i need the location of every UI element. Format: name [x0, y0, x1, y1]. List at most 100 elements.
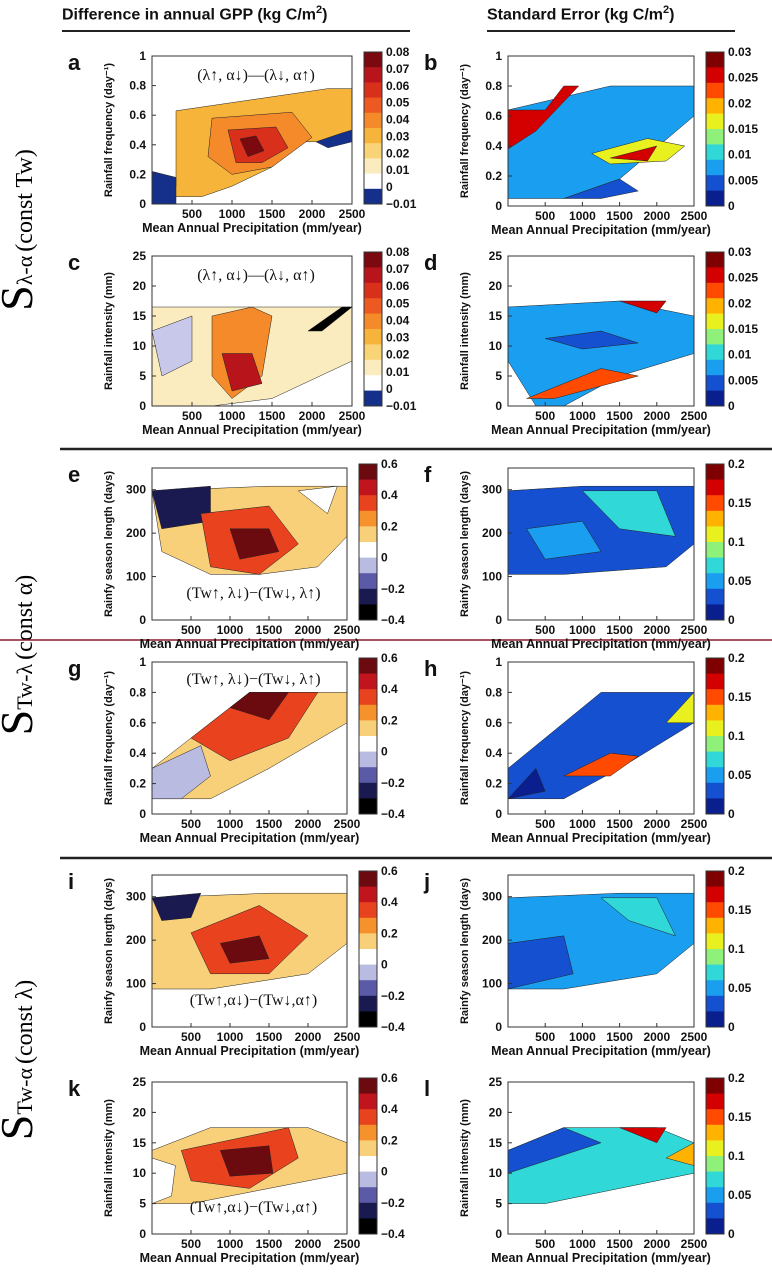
plot-frame-b [507, 55, 695, 207]
xtick-label-b-1: 1000 [569, 209, 596, 223]
panel-h: h 500 1000 1500 2000 2500 0 0.2 0.4 0.6 0.8 1 Mean A… [424, 651, 752, 845]
colorbar-segment-g-6 [359, 751, 377, 768]
colorbar-frame-e [358, 463, 378, 621]
colorbar-segment-l-5 [706, 1156, 724, 1173]
xlabel-d: Mean Annual Precipitation (mm/year) [491, 423, 711, 437]
colorbar-tick-g-0: 0.6 [381, 651, 398, 665]
colorbar-segment-k-3 [359, 1124, 377, 1141]
panel-letter-e: e [68, 462, 80, 487]
panel-letter-h: h [424, 656, 437, 681]
annotation-e: (Tw↑, λ↓)−(Tw↓, λ↑) [186, 585, 320, 602]
colorbar-segment-e-6 [359, 557, 377, 574]
ytick-label-k-3: 15 [133, 1136, 147, 1150]
contour-region-g-3 [229, 692, 289, 721]
ytick-label-k-4: 20 [133, 1105, 147, 1119]
plot-frame-k [151, 1081, 348, 1235]
colorbar-tick-h-3: 0.05 [728, 768, 752, 782]
colorbar-tick-b-1: 0.025 [728, 71, 758, 85]
right-header-sup: 2 [663, 4, 670, 16]
colorbar-tick-h-1: 0.15 [728, 690, 752, 704]
colorbar-segment-l-7 [706, 1187, 724, 1204]
colorbar-segment-c-8 [364, 375, 382, 392]
colorbar-segment-h-6 [706, 751, 724, 768]
panel-f: f 500 1000 1500 2000 2500 0 100 200 300 Mean Annua… [424, 457, 752, 651]
colorbar-segment-j-8 [706, 995, 724, 1012]
xtick-label-k-0: 500 [181, 1237, 201, 1251]
plot-frame-a [151, 55, 353, 205]
colorbar-segment-b-3 [706, 98, 724, 115]
xlabel-h: Mean Annual Precipitation (mm/year) [491, 831, 711, 845]
colorbar-tick-f-1: 0.15 [728, 496, 752, 510]
ytick-label-k-1: 5 [139, 1197, 146, 1211]
ytick-label-h-2: 0.4 [485, 746, 502, 760]
colorbar-tick-i-3: 0 [381, 958, 388, 972]
xtick-label-e-4: 2500 [334, 623, 361, 637]
ytick-label-b-0: 0 [495, 199, 502, 213]
ytick-label-d-0: 0 [495, 399, 502, 413]
colorbar-tick-h-4: 0 [728, 807, 735, 821]
colorbar-tick-b-0: 0.03 [728, 45, 752, 59]
xlabel-l: Mean Annual Precipitation (mm/year) [491, 1251, 711, 1265]
panel-letter-j: j [423, 869, 430, 894]
xtick-label-l-0: 500 [535, 1237, 555, 1251]
colorbar-segment-f-2 [706, 495, 724, 512]
colorbar-segment-e-5 [359, 542, 377, 559]
xtick-label-d-0: 500 [535, 409, 555, 423]
colorbar-tick-a-7: 0.01 [386, 163, 410, 177]
colorbar-segment-i-3 [359, 917, 377, 934]
plot-frame-f [507, 467, 695, 621]
colorbar-tick-a-0: 0.08 [386, 45, 410, 59]
colorbar-segment-d-0 [706, 252, 724, 268]
colorbar-segment-l-9 [706, 1218, 724, 1235]
colorbar-segment-h-1 [706, 673, 724, 690]
xtick-label-d-1: 1000 [569, 409, 596, 423]
colorbar-tick-k-1: 0.4 [381, 1102, 398, 1116]
colorbar-segment-f-3 [706, 510, 724, 527]
colorbar-frame-c [363, 251, 383, 407]
ylabel-g: Rainfall frequency (day⁻¹) [103, 671, 115, 806]
plot-frame-i [151, 874, 348, 1028]
colorbar-segment-d-4 [706, 313, 724, 330]
colorbar-tick-f-2: 0.1 [728, 535, 745, 549]
ytick-label-j-3: 300 [482, 890, 502, 904]
colorbar-segment-k-4 [359, 1140, 377, 1157]
colorbar-tick-i-2: 0.2 [381, 926, 398, 940]
xtick-label-h-1: 1000 [569, 817, 596, 831]
colorbar-segment-j-5 [706, 949, 724, 966]
colorbar-tick-a-3: 0.05 [386, 96, 410, 110]
colorbar-tick-a-4: 0.04 [386, 113, 410, 127]
xtick-label-k-2: 1500 [256, 1237, 283, 1251]
ytick-label-f-3: 300 [482, 483, 502, 497]
colorbar-segment-b-4 [706, 113, 724, 130]
ylabel-c: Rainfall intensity (mm) [103, 272, 115, 390]
colorbar-segment-h-3 [706, 704, 724, 721]
ylabel-k: Rainfall intensity (mm) [103, 1099, 115, 1217]
colorbar-tick-a-6: 0.02 [386, 146, 410, 160]
colorbar-segment-e-7 [359, 573, 377, 590]
contour-region-d-1 [526, 368, 639, 399]
colorbar-tick-k-4: −0.2 [381, 1196, 405, 1210]
colorbar-frame-a [363, 51, 383, 205]
panel-i: i 500 1000 1500 2000 2500 0 100 200 300 Mean Annua… [68, 864, 405, 1058]
colorbar-segment-c-7 [364, 359, 382, 376]
ytick-label-c-3: 15 [133, 309, 147, 323]
ytick-label-d-4: 20 [489, 279, 503, 293]
ytick-label-l-4: 20 [489, 1105, 503, 1119]
colorbar-segment-e-0 [359, 464, 377, 481]
ytick-label-c-5: 25 [133, 249, 147, 263]
colorbar-frame-l [705, 1077, 725, 1235]
colorbar-tick-i-1: 0.4 [381, 895, 398, 909]
panel-letter-f: f [424, 462, 432, 487]
xtick-label-h-3: 2000 [643, 817, 670, 831]
xtick-label-e-1: 1000 [217, 623, 244, 637]
colorbar-segment-i-8 [359, 995, 377, 1012]
colorbar-segment-b-0 [706, 52, 724, 68]
ytick-label-g-2: 0.4 [129, 746, 146, 760]
ytick-label-a-1: 0.2 [129, 167, 146, 181]
xtick-label-k-4: 2500 [334, 1237, 361, 1251]
contour-region-h-1 [563, 752, 639, 777]
ylabel-j: Rainfy season length (days) [459, 878, 471, 1024]
colorbar-tick-d-0: 0.03 [728, 245, 752, 259]
contour-region-k-2 [219, 1145, 274, 1177]
